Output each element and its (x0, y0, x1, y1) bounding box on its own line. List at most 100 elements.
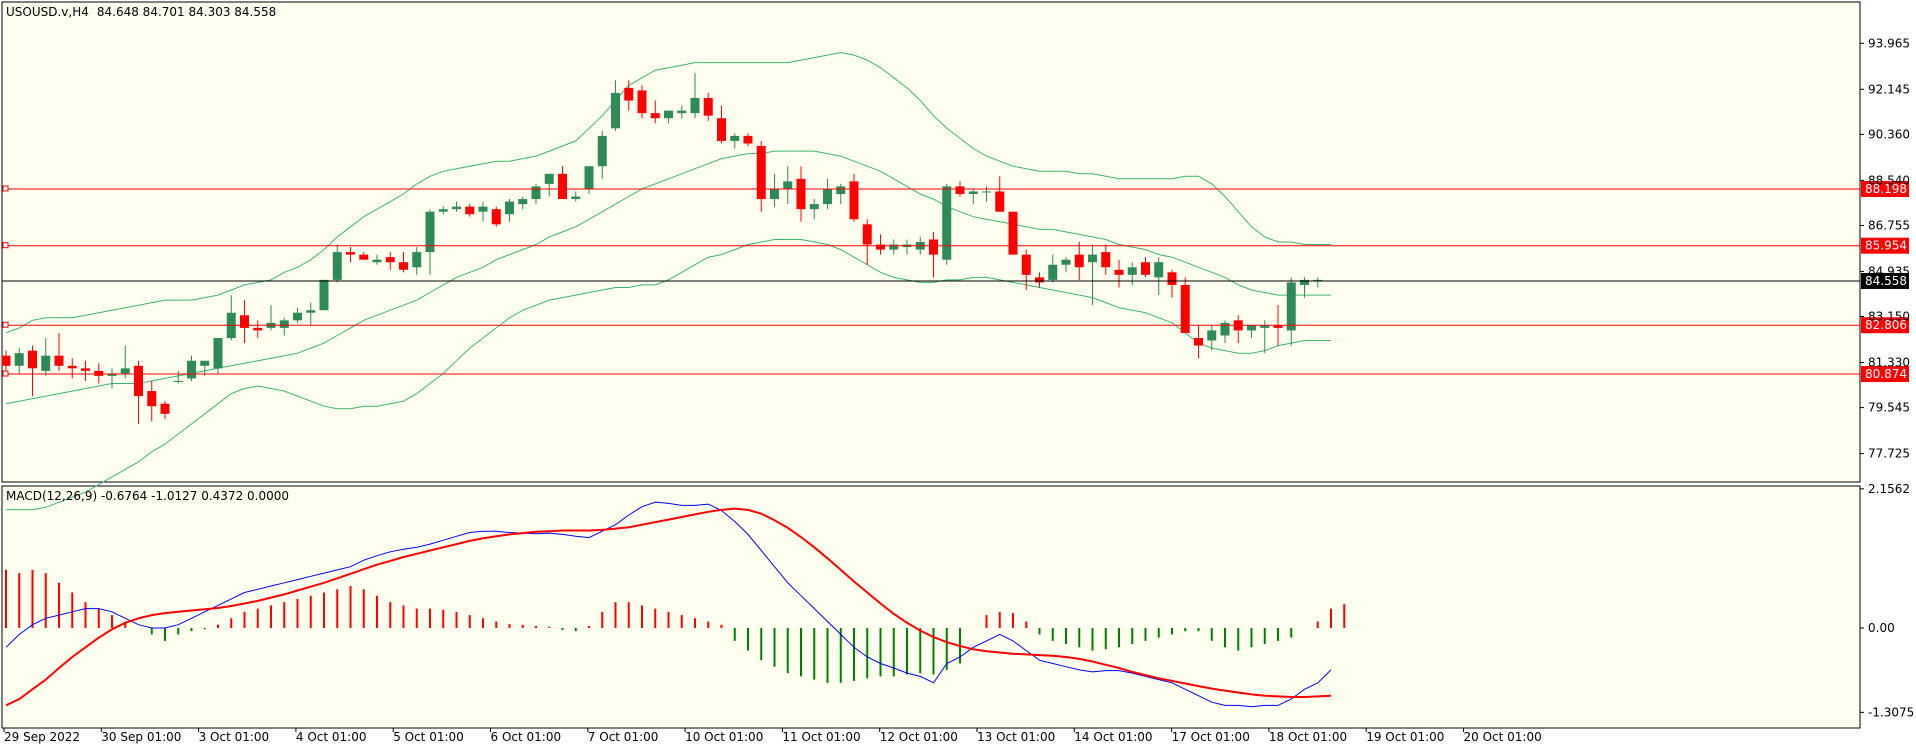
candle-body (664, 110, 673, 119)
candle-body (876, 244, 885, 250)
macd-panel[interactable] (1, 485, 1861, 729)
candle-body (120, 368, 130, 374)
level-label-bg (1861, 366, 1909, 383)
time-tick-label: 30 Sep 01:00 (101, 730, 181, 744)
candle-body (650, 113, 660, 119)
candle-body (862, 224, 872, 245)
candle-body (412, 252, 422, 268)
candle-body (1114, 269, 1124, 275)
time-tick-label: 10 Oct 01:00 (685, 730, 763, 744)
candle-body (717, 118, 726, 141)
price-tick-label: 83.150 (1868, 310, 1910, 324)
candle-body (955, 186, 965, 194)
candle-body (160, 403, 170, 414)
time-tick-label: 13 Oct 01:00 (977, 730, 1055, 744)
macd-tick-label: 0.00 (1868, 621, 1895, 635)
macd-tick-label: 2.1562 (1868, 482, 1910, 496)
candle-body (306, 310, 316, 313)
candle-body (465, 206, 475, 215)
candle-body (558, 173, 567, 200)
ohlc-text: 84.648 84.701 84.303 84.558 (97, 5, 276, 19)
candle-body (1247, 325, 1256, 331)
candle-body (836, 186, 846, 194)
candle-body (319, 279, 329, 311)
signal-line (5, 507, 1332, 707)
candle-body (1074, 254, 1084, 268)
time-tick-label: 29 Sep 2022 (4, 730, 80, 744)
time-tick-label: 12 Oct 01:00 (880, 730, 958, 744)
level-label: 88.198 (1865, 182, 1907, 196)
candle-body (823, 188, 832, 205)
candle-body (491, 209, 501, 225)
bollinger-middle-line (5, 150, 1331, 405)
candle-body (968, 191, 978, 194)
price-tick-label: 90.360 (1868, 127, 1910, 141)
candle-body (677, 110, 687, 114)
macd-header: MACD(12,26,9) -0.6764 -1.0127 0.4372 0.0… (6, 489, 289, 503)
time-tick-label: 11 Oct 01:00 (782, 730, 860, 744)
current-price-label: 84.558 (1865, 274, 1907, 288)
level-handle[interactable] (2, 321, 9, 328)
candle-body (359, 254, 369, 260)
candle-body (54, 355, 64, 366)
candle-body (743, 135, 753, 144)
candle-body (41, 355, 51, 371)
time-tick-label: 5 Oct 01:00 (393, 730, 464, 744)
candle-body (213, 338, 223, 369)
candle-body (1101, 252, 1111, 268)
candle-body (14, 353, 24, 366)
level-label: 82.806 (1865, 318, 1907, 332)
macd-line (5, 501, 1332, 708)
candle-body (1260, 325, 1270, 328)
time-tick-label: 20 Oct 01:00 (1464, 730, 1542, 744)
candle-body (147, 391, 157, 407)
time-tick-label: 6 Oct 01:00 (491, 730, 562, 744)
candle-body (1061, 259, 1071, 265)
candle-body (1048, 264, 1058, 280)
level-label-bg (1861, 180, 1909, 197)
time-tick-label: 18 Oct 01:00 (1269, 730, 1347, 744)
level-label: 85.954 (1865, 239, 1907, 253)
time-tick-label: 7 Oct 01:00 (588, 730, 659, 744)
candle-body (611, 92, 620, 129)
time-tick-label: 14 Oct 01:00 (1074, 730, 1152, 744)
candle-body (1194, 338, 1203, 346)
candle-body (1, 355, 11, 366)
candle-body (942, 186, 952, 260)
price-tick-label: 81.330 (1868, 356, 1910, 370)
candle-body (544, 173, 554, 184)
time-tick-label: 19 Oct 01:00 (1366, 730, 1444, 744)
candle-body (279, 320, 289, 328)
candle-body (240, 315, 249, 328)
candle-body (425, 211, 435, 253)
price-tick-label: 86.755 (1868, 218, 1910, 232)
candle-body (531, 186, 541, 200)
candle-body (200, 360, 210, 366)
candle-body (478, 206, 488, 212)
candle-body (438, 209, 448, 212)
price-series (1, 51, 1331, 511)
candle-body (1154, 262, 1164, 278)
candle-body (1207, 330, 1217, 341)
candle-body (1286, 282, 1296, 331)
level-handle[interactable] (2, 370, 9, 377)
candle-body (518, 199, 528, 205)
candle-body (293, 312, 302, 321)
level-label: 80.874 (1865, 367, 1907, 381)
candle-body (505, 201, 514, 215)
price-tick-label: 88.540 (1868, 173, 1910, 187)
candle-body (1300, 279, 1309, 285)
price-tick-label: 77.725 (1868, 447, 1910, 461)
axes: 88.198 85.954 82.806 80.874 93.965 92.145 90.3… (2, 36, 1914, 744)
candle-body (134, 365, 143, 397)
candle-body (584, 166, 594, 189)
candle-body (81, 368, 90, 371)
candle-body (253, 327, 263, 331)
candle-body (1273, 325, 1283, 328)
candle-body (94, 370, 104, 376)
bollinger-lower-line (6, 239, 1331, 511)
level-handle[interactable] (2, 242, 9, 249)
level-handle[interactable] (2, 185, 9, 192)
candle-body (452, 206, 461, 210)
